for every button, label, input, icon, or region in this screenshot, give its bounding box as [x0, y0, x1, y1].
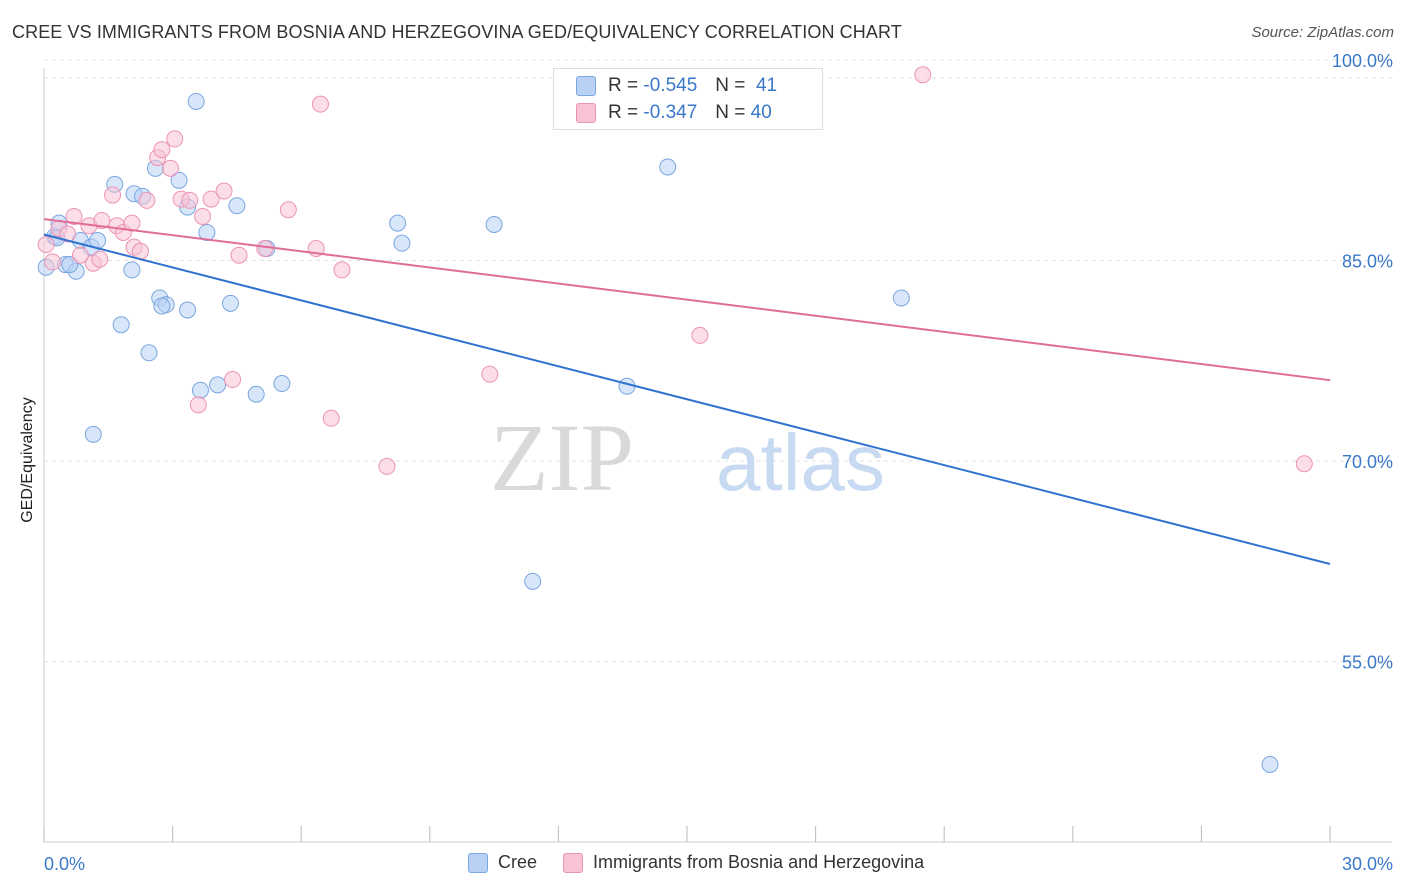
- y-tick-label: 70.0%: [1342, 452, 1393, 472]
- legend-item-cree[interactable]: Cree: [468, 852, 537, 873]
- legend-label-bosnia: Immigrants from Bosnia and Herzegovina: [593, 852, 925, 872]
- legend-row-bosnia: R = -0.347 N = 40: [576, 101, 772, 125]
- data-point-bosnia: [91, 250, 109, 268]
- data-point-cree: [84, 425, 102, 443]
- data-point-cree: [221, 294, 239, 312]
- watermark-zip: ZIP: [490, 404, 634, 511]
- trend-layer: [43, 218, 1331, 565]
- data-point-cree: [247, 385, 265, 403]
- chart-title: CREE VS IMMIGRANTS FROM BOSNIA AND HERZE…: [12, 22, 902, 42]
- y-tick-label: 55.0%: [1342, 653, 1393, 673]
- legend-r-label: R =: [608, 102, 639, 123]
- legend-n-value: 41: [755, 75, 778, 96]
- legend-swatch-cree: [576, 76, 596, 96]
- data-point-cree: [393, 234, 411, 252]
- data-point-bosnia: [104, 186, 122, 204]
- legend-r-label: R =: [608, 75, 639, 96]
- trend-line-cree: [43, 233, 1331, 565]
- data-point-bosnia: [194, 207, 212, 225]
- watermark-atlas: atlas: [716, 418, 885, 507]
- data-point-bosnia: [691, 326, 709, 344]
- tick-labels: 100.0% 85.0% 70.0% 55.0% 0.0% 30.0%: [44, 51, 1393, 874]
- data-point-cree: [112, 316, 130, 334]
- series-legend: Cree Immigrants from Bosnia and Herzegov…: [468, 852, 950, 873]
- data-point-cree: [389, 214, 407, 232]
- data-point-bosnia: [311, 95, 329, 113]
- data-point-bosnia: [481, 365, 499, 383]
- legend-n-label: N =: [715, 75, 746, 96]
- data-point-cree: [191, 381, 209, 399]
- data-point-bosnia: [230, 246, 248, 264]
- legend-swatch-bosnia: [576, 103, 596, 123]
- data-point-bosnia: [202, 190, 220, 208]
- legend-label-cree: Cree: [498, 852, 538, 872]
- data-point-cree: [659, 158, 677, 176]
- data-point-cree: [170, 171, 188, 189]
- data-point-bosnia: [153, 141, 171, 159]
- stats-legend: R = -0.545 N = 41 R = -0.347 N = 40: [553, 68, 823, 130]
- data-point-cree: [61, 256, 79, 274]
- data-point-cree: [1261, 755, 1279, 773]
- legend-row-cree: R = -0.545 N = 41: [576, 74, 777, 98]
- data-point-bosnia: [59, 225, 77, 243]
- data-point-bosnia: [189, 396, 207, 414]
- data-point-cree: [187, 92, 205, 110]
- grid-layer: [44, 59, 1392, 663]
- legend-swatch-bosnia: [563, 852, 584, 873]
- data-point-bosnia: [378, 457, 396, 475]
- data-point-bosnia: [37, 236, 55, 254]
- axis-layer: [43, 68, 1392, 843]
- points-layer: [37, 66, 1313, 773]
- y-tick-label: 100.0%: [1332, 51, 1393, 71]
- data-point-cree: [892, 289, 910, 307]
- legend-r-value: -0.545: [643, 75, 698, 96]
- data-point-cree: [209, 376, 227, 394]
- x-tick-label: 30.0%: [1342, 854, 1393, 874]
- data-point-cree: [524, 572, 542, 590]
- x-tick-label: 0.0%: [44, 854, 85, 874]
- legend-r-value: -0.347: [643, 102, 698, 123]
- data-point-bosnia: [166, 130, 184, 148]
- source-label: Source: ZipAtlas.com: [1251, 24, 1394, 41]
- watermark: ZIP atlas: [490, 404, 885, 511]
- data-point-bosnia: [65, 207, 83, 225]
- data-point-cree: [153, 297, 171, 315]
- data-point-cree: [273, 375, 291, 393]
- data-point-bosnia: [181, 191, 199, 209]
- legend-swatch-cree: [468, 852, 488, 873]
- data-point-bosnia: [333, 261, 351, 279]
- data-point-bosnia: [93, 211, 111, 229]
- legend-item-bosnia[interactable]: Immigrants from Bosnia and Herzegovina: [563, 852, 924, 873]
- y-tick-label: 85.0%: [1342, 252, 1393, 272]
- data-point-bosnia: [322, 409, 340, 427]
- data-point-bosnia: [138, 191, 156, 209]
- data-point-bosnia: [161, 159, 179, 177]
- trend-line-bosnia: [43, 218, 1331, 382]
- data-point-bosnia: [256, 240, 274, 258]
- data-point-cree: [179, 301, 197, 319]
- data-point-bosnia: [279, 201, 297, 219]
- data-point-bosnia: [1295, 455, 1313, 473]
- data-point-bosnia: [224, 371, 242, 389]
- data-point-bosnia: [44, 253, 62, 271]
- data-point-cree: [140, 344, 158, 362]
- data-point-cree: [485, 215, 503, 233]
- data-point-cree: [123, 261, 141, 279]
- data-point-bosnia: [71, 246, 89, 264]
- legend-n-label: N =: [715, 102, 746, 123]
- data-point-cree: [228, 197, 246, 215]
- data-point-bosnia: [914, 66, 932, 84]
- legend-n-value: 40: [750, 102, 772, 123]
- data-point-bosnia: [215, 182, 233, 200]
